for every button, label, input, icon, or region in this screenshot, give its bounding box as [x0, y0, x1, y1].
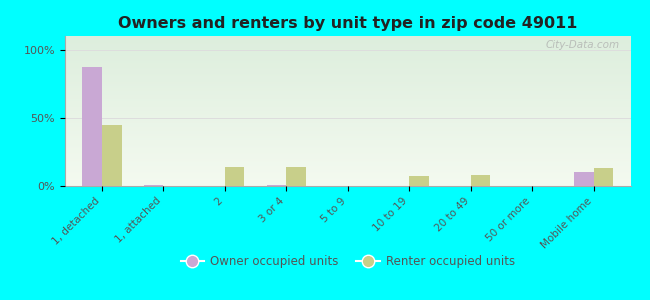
Bar — [471, 175, 490, 186]
Bar — [266, 184, 286, 186]
Title: Owners and renters by unit type in zip code 49011: Owners and renters by unit type in zip c… — [118, 16, 577, 31]
Bar — [144, 184, 163, 186]
Bar — [410, 176, 429, 186]
Bar — [593, 168, 614, 186]
Text: City-Data.com: City-Data.com — [545, 40, 619, 50]
Bar — [82, 68, 102, 186]
Bar — [102, 124, 122, 186]
Bar — [286, 167, 306, 186]
Bar — [574, 172, 593, 186]
Bar — [225, 167, 244, 186]
Legend: Owner occupied units, Renter occupied units: Owner occupied units, Renter occupied un… — [176, 251, 519, 273]
